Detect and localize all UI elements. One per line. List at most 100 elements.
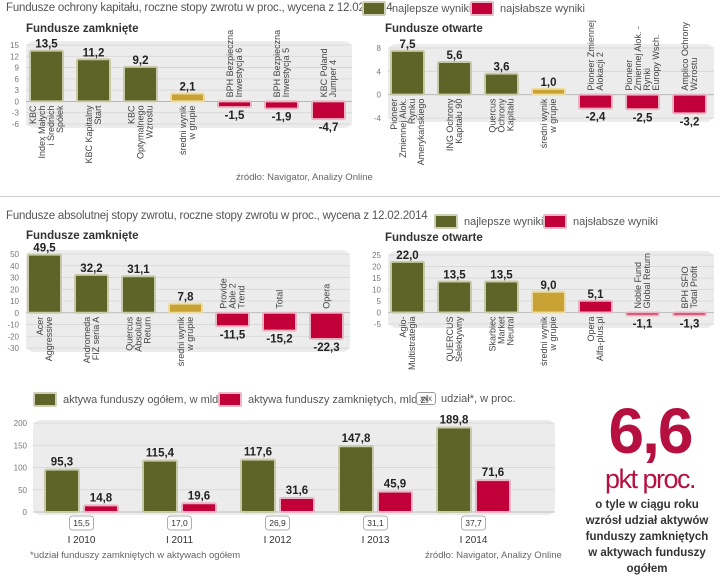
legend-swatch-total [33, 392, 57, 407]
category-label: Inwestycja 5 [281, 48, 291, 98]
chart2-title: Fundusze otwarte [385, 23, 483, 35]
legend-swatch-best [434, 214, 458, 229]
category-label: Skarbiec [488, 316, 498, 352]
data-label: -1,1 [633, 319, 653, 331]
category-label: Alokacji 2 [595, 52, 605, 91]
category-label: Selektywny [454, 316, 464, 362]
bar-total [338, 445, 374, 514]
data-label: 22,0 [396, 250, 418, 262]
category-label: Opera [322, 284, 332, 309]
highlight-value: 6,6 [608, 395, 694, 467]
category-label: ING Ochrony [445, 98, 455, 151]
data-label: 5,6 [447, 50, 463, 62]
bar [311, 100, 346, 121]
data-label: 13,5 [35, 39, 58, 51]
category-label: Alfa-plus.pl [595, 317, 605, 362]
share-box [461, 515, 486, 531]
category-label: Wzrostu [145, 105, 155, 138]
y-tick-label: -20 [7, 332, 19, 341]
category-label: Neutral [506, 317, 516, 346]
category-label: średni wynik [539, 98, 549, 148]
category-label: Kapitału [506, 99, 516, 132]
x-tick-label: I 2014 [460, 535, 488, 546]
share-box [363, 515, 388, 531]
share-box [167, 515, 192, 531]
y-tick-label: 150 [14, 441, 28, 450]
category-label: BPH SFIO [680, 266, 690, 308]
highlight-line: funduszy zamkniętych [585, 531, 709, 543]
data-label: 147,8 [342, 433, 371, 445]
data-label: 117,6 [244, 447, 272, 459]
data-label: -22,3 [313, 342, 339, 354]
category-label: KBC Kapitalny [84, 105, 94, 164]
data-label: 71,6 [482, 467, 504, 479]
chart-assets: 200 150 100 50 0 95,3 14,8 15,5 I 2010 115,4 19,6 1… [14, 415, 555, 546]
data-label: 14,8 [90, 492, 113, 504]
category-label: Agio- [398, 317, 408, 338]
section1-title: Fundusze ochrony kapitału, roczne stopy … [6, 2, 393, 14]
data-label: 7,8 [178, 292, 195, 304]
category-label: w grupie [548, 317, 558, 352]
category-label: Multistrategia [407, 317, 417, 371]
share-label: 37,7 [465, 518, 482, 528]
data-label: -1,9 [272, 112, 292, 124]
category-label: Inwestycja 6 [234, 48, 244, 98]
bar [309, 311, 344, 340]
data-label: -15,2 [266, 334, 292, 346]
legend-label-best: najlepsze wyniki [464, 215, 544, 228]
y-tick-label: 0 [15, 97, 20, 106]
legend-label-worst: najsłabsze wyniki [500, 2, 585, 15]
section1-legend-worst: najsłabsze wyniki [470, 1, 585, 16]
category-label: Start [93, 105, 103, 125]
category-label: Noble Fund [633, 262, 643, 309]
y-tick-label: 100 [14, 464, 28, 473]
category-label: Andromeda [82, 317, 92, 364]
y-tick-label: 6 [15, 75, 20, 84]
chart-3: 50 40 30 20 10 0 -10 -20 -30 49,5 Acer Aggressive 32… [7, 243, 350, 366]
bar [170, 92, 205, 103]
category-label: Trend [237, 286, 247, 309]
bar [121, 275, 156, 314]
category-label: Total [275, 290, 285, 309]
bar [578, 299, 613, 314]
category-label: Market [497, 316, 507, 344]
category-label: Jumper 4 [328, 60, 338, 98]
data-label: 7,5 [400, 39, 417, 51]
share-box [265, 515, 290, 531]
bar [437, 61, 472, 96]
category-label: Acer [35, 317, 45, 336]
data-label: -3,2 [680, 116, 700, 128]
data-label: -2,5 [633, 112, 653, 124]
bar [437, 280, 472, 314]
highlight-description: o tyle w ciągu roku wzrósł udział aktywó… [572, 497, 720, 577]
data-label: 5,1 [588, 289, 605, 301]
data-label: -11,5 [220, 329, 246, 341]
category-label: FIZ seria A [91, 317, 101, 361]
chart1-title: Fundusze zamknięte [26, 23, 139, 35]
data-label: 115,4 [146, 448, 175, 460]
category-label: Quercus [125, 316, 135, 351]
chart-4: 25 20 15 10 5 0 -5 22,0 Agio- Multistrategia 13,5 Q… [372, 250, 714, 370]
category-label: Wzrostu [689, 58, 699, 91]
x-tick-label: I 2011 [166, 535, 193, 546]
category-label: Quercus [488, 98, 498, 133]
legend-label-best: najlepsze wyniki [392, 2, 472, 15]
y-tick-label: 4 [377, 67, 382, 76]
bar-total [142, 459, 178, 514]
category-label: Kapitału 90 [454, 99, 464, 144]
bar [27, 253, 62, 314]
y-tick-label: 10 [372, 286, 381, 295]
data-label: 49,5 [33, 243, 56, 255]
category-label: średni wynik [178, 105, 188, 155]
category-label: średni wynik [539, 316, 549, 366]
data-label: -4,7 [319, 122, 339, 134]
y-tick-label: 0 [377, 309, 382, 318]
legend-share-box: xxx [416, 392, 436, 405]
category-label: Total Profit [689, 265, 699, 308]
y-tick-label: 15 [372, 274, 381, 283]
bar [29, 49, 64, 103]
y-tick-label: 12 [10, 52, 19, 61]
bar [625, 311, 660, 317]
